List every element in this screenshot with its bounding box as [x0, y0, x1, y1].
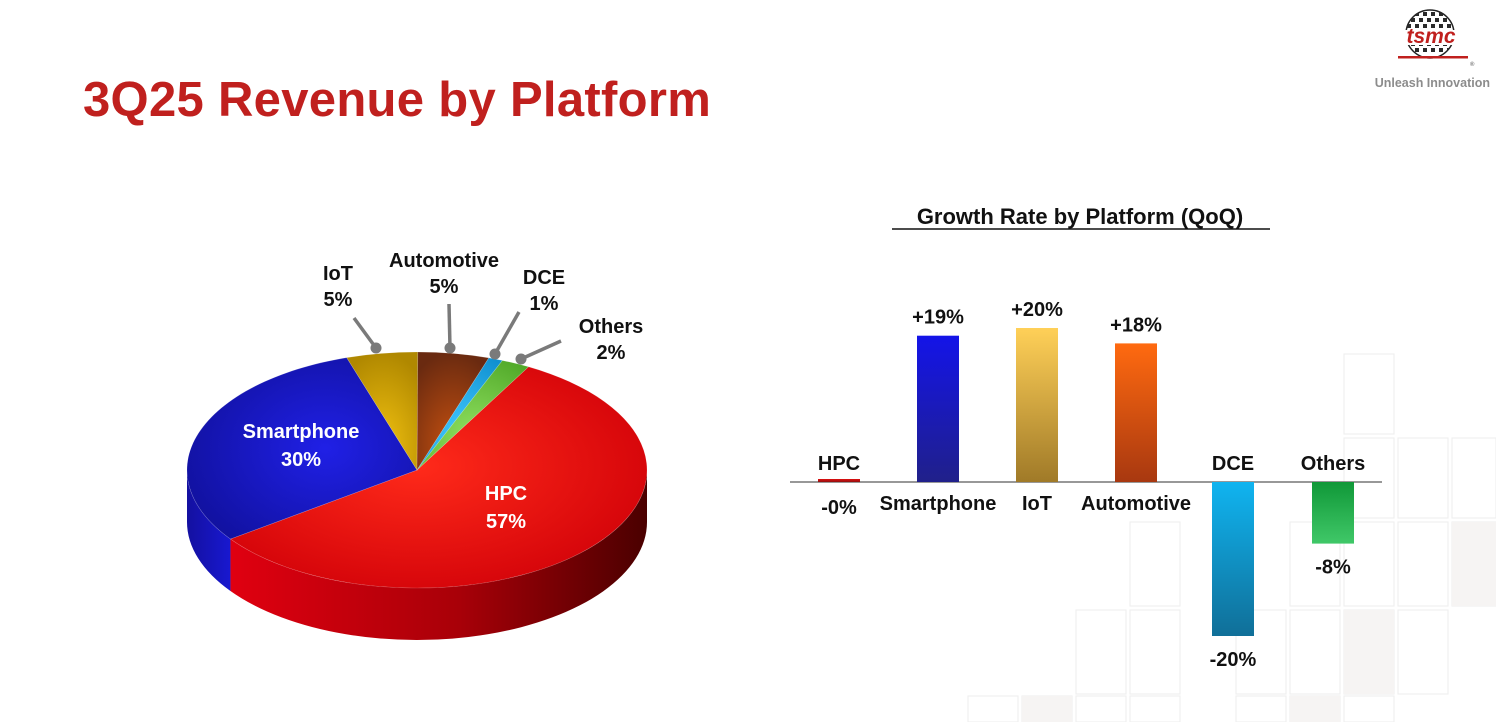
- pie-label-hpc-name: HPC: [485, 483, 527, 505]
- pie-slice-hpc: [229, 366, 648, 589]
- pie-labels: HPC 57% Smartphone 30% IoT 5% Automotive 5% DCE 1…: [243, 250, 644, 533]
- pie-side-hpc: [230, 470, 647, 640]
- pie-label-smartphone-value: 30%: [281, 449, 321, 471]
- pie-leader-dot-dce: [489, 348, 501, 360]
- pie-label-hpc-value: 57%: [486, 511, 526, 533]
- pie-label-smartphone-name: Smartphone: [243, 421, 360, 443]
- pie-label-automotive-name: Automotive: [389, 250, 499, 272]
- registered-mark: ®: [1470, 61, 1475, 68]
- bar-iot: [1016, 328, 1058, 482]
- pie-top: [186, 351, 648, 589]
- pie-leader-automotive: [447, 303, 452, 349]
- pie-slice-smartphone: [186, 357, 418, 540]
- pie-side-smartphone: [187, 470, 231, 592]
- logo-wordmark: tsmc: [1406, 25, 1455, 48]
- bar-category-hpc: HPC: [818, 453, 860, 475]
- pie-label-dce-name: DCE: [523, 267, 565, 289]
- pie-label-others-name: Others: [579, 316, 643, 338]
- pie-leader-dot-iot: [370, 342, 382, 354]
- pie-label-automotive-value: 5%: [430, 276, 459, 298]
- growth-bar-chart: Growth Rate by Platform (QoQ) HPC -0% +19%…: [790, 204, 1382, 671]
- pie-leader-dot-automotive: [444, 342, 456, 354]
- pie-leader-dce: [493, 311, 521, 355]
- pie-label-others-value: 2%: [597, 342, 626, 364]
- bar-category-others: Others: [1301, 453, 1365, 475]
- revenue-pie-chart: HPC 57% Smartphone 30% IoT 5% Automotive 5% DCE 1…: [186, 250, 648, 640]
- bar-smartphone: [917, 335, 959, 482]
- pie-label-dce-value: 1%: [530, 293, 559, 315]
- tsmc-logo: tsmc ®: [1396, 9, 1475, 68]
- bar-value-dce: -20%: [1210, 649, 1257, 671]
- pie-slice-automotive: [416, 351, 490, 472]
- bar-chart-title: Growth Rate by Platform (QoQ): [917, 204, 1243, 229]
- pie-leader-others: [520, 339, 562, 361]
- bar-dce: [1212, 482, 1254, 636]
- bar-category-smartphone: Smartphone: [880, 493, 997, 515]
- pie-slice-others: [416, 360, 530, 471]
- bar-value-others: -8%: [1315, 557, 1351, 579]
- pie-label-iot-name: IoT: [323, 263, 353, 285]
- pie-side-walls: [187, 470, 647, 640]
- bar-category-iot: IoT: [1022, 493, 1052, 515]
- tagline: Unleash Innovation: [1374, 76, 1490, 90]
- bar-category-automotive: Automotive: [1081, 493, 1191, 515]
- pie-leader-iot: [352, 316, 378, 350]
- bar-value-iot: +20%: [1011, 299, 1063, 321]
- pie-leader-dot-others: [515, 353, 527, 365]
- page-title: 3Q25 Revenue by Platform: [83, 73, 712, 127]
- bar-automotive: [1115, 343, 1157, 482]
- bar-category-dce: DCE: [1212, 453, 1254, 475]
- pie-label-iot-value: 5%: [324, 289, 353, 311]
- bar-value-smartphone: +19%: [912, 307, 964, 329]
- bar-hpc: [818, 479, 860, 482]
- bar-others: [1312, 482, 1354, 544]
- pie-slice-iot: [346, 351, 419, 472]
- bar-value-hpc: -0%: [821, 497, 857, 519]
- bar-value-automotive: +18%: [1110, 314, 1162, 336]
